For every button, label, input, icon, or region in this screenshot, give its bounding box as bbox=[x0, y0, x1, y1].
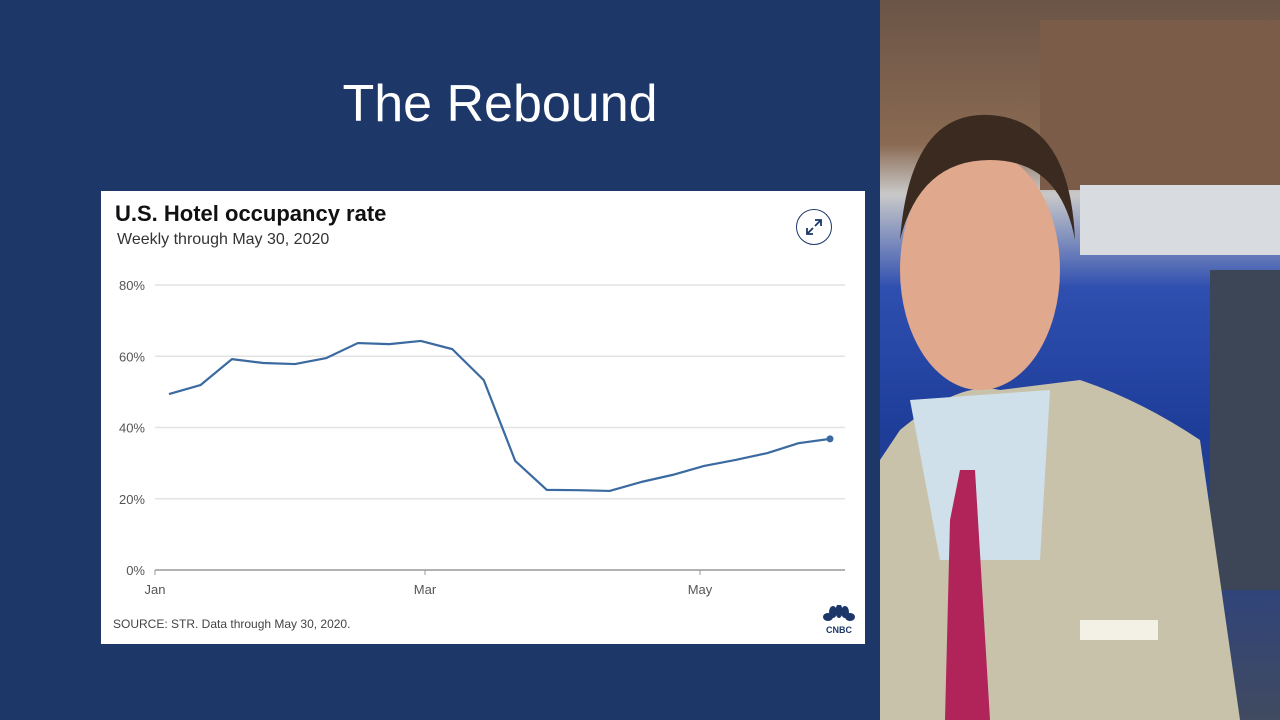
y-tick-label: 80% bbox=[119, 278, 145, 293]
x-tick-label: May bbox=[688, 582, 713, 597]
y-tick-label: 40% bbox=[119, 421, 145, 436]
svg-text:CNBC: CNBC bbox=[826, 625, 852, 635]
chart-title: U.S. Hotel occupancy rate bbox=[115, 201, 387, 226]
y-tick-label: 0% bbox=[126, 563, 145, 578]
expand-icon[interactable] bbox=[796, 209, 832, 245]
presenter-video bbox=[880, 0, 1280, 720]
series-line bbox=[168, 339, 831, 493]
cnbc-logo: CNBC bbox=[819, 604, 859, 640]
y-tick-label: 20% bbox=[119, 492, 145, 507]
line-chart: 0% 20% 40% 60% 80% Jan Mar May bbox=[119, 278, 845, 597]
data-point bbox=[826, 435, 834, 443]
chart-card: U.S. Hotel occupancy rate Weekly through… bbox=[101, 191, 865, 644]
chart-source: SOURCE: STR. Data through May 30, 2020. bbox=[113, 617, 351, 631]
slide: The Rebound U.S. Hotel occupancy rate We… bbox=[101, 75, 865, 644]
presenter-image bbox=[880, 20, 1280, 720]
x-tick-label: Jan bbox=[145, 582, 166, 597]
y-tick-label: 60% bbox=[119, 349, 145, 364]
chart-subtitle: Weekly through May 30, 2020 bbox=[117, 231, 330, 248]
slide-title: The Rebound bbox=[342, 75, 658, 133]
x-tick-label: Mar bbox=[414, 582, 437, 597]
